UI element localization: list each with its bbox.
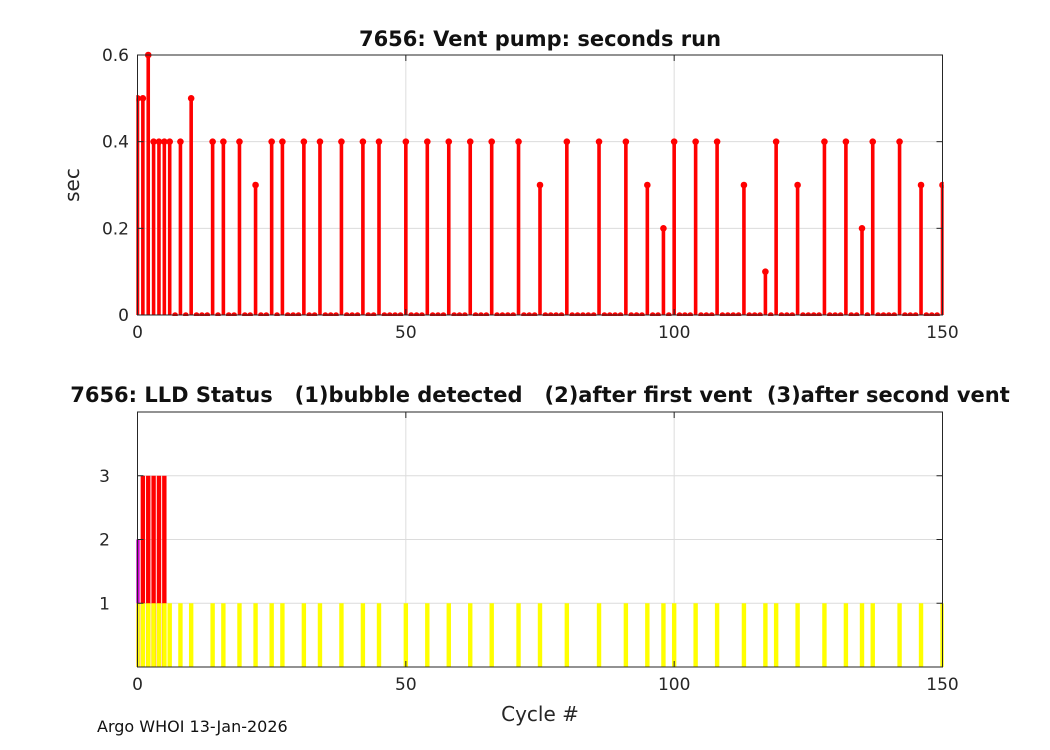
svg-text:3: 3 [99,467,110,487]
vent-pump-plot: 0 50 100 150 0 0.2 0.4 0.6 [102,46,959,343]
svg-text:0: 0 [132,323,143,343]
tick-labels: 0 50 100 150 0 0.2 0.4 0.6 [102,46,959,343]
tick-labels: 0 50 100 150 1 2 3 [99,467,959,695]
svg-text:0.4: 0.4 [102,133,129,153]
vent-pump-plot-title: 7656: Vent pump: seconds run [358,27,722,51]
bar-series-after-second-vent [140,475,167,667]
axes-frame [137,54,943,316]
svg-text:0.6: 0.6 [102,46,129,66]
svg-text:50: 50 [395,675,417,695]
svg-text:0: 0 [118,306,129,326]
svg-text:0.2: 0.2 [102,219,129,239]
stem-series [136,51,944,316]
svg-text:150: 150 [926,323,958,343]
lld-status-plot: 0 50 100 150 1 2 3 [99,411,959,695]
footer-note: Argo WHOI 13-Jan-2026 [97,717,288,736]
svg-text:100: 100 [658,323,690,343]
svg-text:150: 150 [926,675,958,695]
svg-text:100: 100 [658,675,690,695]
bar-series-bubble-detected [136,603,944,667]
svg-text:0: 0 [132,675,143,695]
svg-text:2: 2 [99,531,110,551]
x-axis-label-cycle: Cycle # [501,702,579,726]
lld-status-plot-title: 7656: LLD Status (1)bubble detected (2)a… [70,383,1010,407]
svg-text:1: 1 [99,594,110,614]
y-axis-label-sec: sec [60,168,84,202]
tick-marks [137,54,943,316]
svg-text:50: 50 [395,323,417,343]
tick-marks [137,412,943,667]
